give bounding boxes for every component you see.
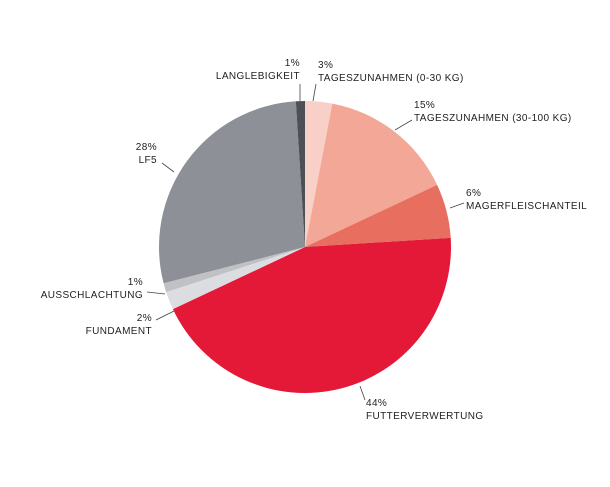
leader-line [146,291,166,295]
data-label: 1% [285,58,300,69]
data-label: 1% [128,277,143,288]
category-label: MAGERFLEISCHANTEIL [466,201,587,212]
category-label: FUTTERVERWERTUNG [366,411,484,422]
category-label: TAGESZUNAHMEN (30-100 KG) [414,113,572,124]
category-label: AUSSCHLACHTUNG [41,290,143,301]
pie-slice [158,101,305,284]
data-label: 44% [366,398,387,409]
pie-slice [305,103,438,247]
leader-line [394,119,413,131]
pie-slice [172,237,452,394]
data-label: 3% [318,60,333,71]
data-label: 6% [466,188,481,199]
leader-line [161,162,175,173]
pie-slice [166,247,305,310]
leader-line [155,310,175,321]
data-label: 28% [136,142,157,153]
data-label: 2% [137,313,152,324]
leader-line [312,83,317,102]
leader-line [359,385,366,401]
category-label: LF5 [139,155,157,166]
leader-line [449,202,465,209]
category-label: LANGLEBIGKEIT [216,71,300,82]
category-label: TAGESZUNAHMEN (0-30 KG) [318,73,464,84]
pie-slice [305,101,333,247]
data-label: 15% [414,100,435,111]
category-label: FUNDAMENT [86,326,152,337]
pie-slice [305,184,451,247]
pie-slice [295,101,305,247]
pie-slice [163,247,305,293]
